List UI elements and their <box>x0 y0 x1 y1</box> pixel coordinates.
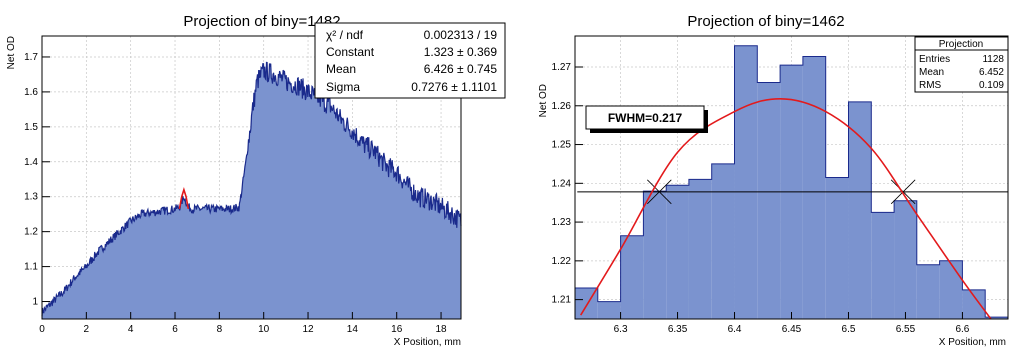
x-tick-label: 6.55 <box>896 324 916 335</box>
y-tick-label: 1.5 <box>24 122 38 133</box>
histogram-bar <box>962 289 986 319</box>
x-tick-label: 6.5 <box>842 324 856 335</box>
histogram-bar <box>916 264 940 319</box>
y-tick-label: 1.2 <box>24 227 38 238</box>
chart-right: Projection of biny=1462 6.3 6.35 6.4 6.45 6.… <box>538 13 1009 348</box>
x-tick-label: 6.6 <box>955 324 969 335</box>
histogram-bar <box>848 101 872 319</box>
y-tick-label: 1.23 <box>552 217 572 228</box>
x-tick-label: 6.35 <box>668 324 688 335</box>
stats-row-value: 0.109 <box>979 80 1004 91</box>
histogram-bar <box>825 177 849 319</box>
stats-row-value: 6.452 <box>979 67 1004 78</box>
y-tick-label: 1.4 <box>24 157 38 168</box>
chart-left-title: Projection of biny=1482 <box>183 13 340 30</box>
stats-row-value: 1.323 ± 0.369 <box>424 45 498 59</box>
fwhm-label: FWHM=0.217 <box>608 111 683 125</box>
x-tick-label: 18 <box>435 324 447 335</box>
y-tick-label: 1.7 <box>24 52 38 63</box>
histogram-bar <box>734 45 758 320</box>
chart-left: Projection of biny=1482 0 2 4 6 8 10 12 14 16 18 1… <box>6 13 506 348</box>
y-tick-label: 1.21 <box>552 295 572 306</box>
stats-row-label: χ² / ndf <box>326 28 364 42</box>
x-tick-label: 8 <box>217 324 223 335</box>
chart-left-xlabel: X Position, mm <box>394 337 461 348</box>
x-tick-label: 6.45 <box>782 324 802 335</box>
x-tick-label: 14 <box>347 324 359 335</box>
y-tick-label: 1.22 <box>552 256 572 267</box>
stats-row-label: Mean <box>919 67 944 78</box>
histogram-bar <box>666 185 689 319</box>
histogram-bar <box>894 200 917 319</box>
stats-row-label: Mean <box>326 62 356 76</box>
x-tick-label: 4 <box>128 324 134 335</box>
histogram-bar <box>597 301 621 319</box>
stats-row-value: 0.7276 ± 1.1101 <box>411 80 497 94</box>
chart-right-histogram-outline <box>574 45 1009 319</box>
y-tick-label: 1.3 <box>24 192 38 203</box>
stats-row-value: 6.426 ± 0.745 <box>424 62 498 76</box>
histogram-bar <box>688 179 712 319</box>
x-tick-label: 0 <box>39 324 45 335</box>
x-tick-label: 6 <box>172 324 178 335</box>
chart-right-fwhm-line <box>577 179 1008 205</box>
chart-right-fit-curve <box>580 97 992 320</box>
y-tick-label: 1.24 <box>552 178 572 189</box>
chart-left-area <box>42 62 461 320</box>
chart-left-frame <box>41 35 462 320</box>
chart-right-ylabel: Net OD <box>538 84 549 117</box>
chart-left-ylabel: Net OD <box>6 36 17 69</box>
chart-right-stats-box: Projection Entries 1128 Mean 6.452 RMS 0… <box>914 36 1009 93</box>
chart-right-xlabel: X Position, mm <box>939 337 1006 348</box>
histogram-bar <box>643 191 667 319</box>
stats-row-label: Constant <box>326 45 375 59</box>
histogram-bar <box>939 260 963 319</box>
chart-left-fit-curve <box>178 187 190 210</box>
chart-left-line <box>41 61 462 317</box>
fwhm-marker <box>647 179 672 205</box>
x-tick-label: 10 <box>258 324 270 335</box>
stats-row-label: RMS <box>919 80 942 91</box>
y-tick-label: 1.26 <box>552 101 572 112</box>
chart-left-stats-box: χ² / ndf 0.002313 / 19 Constant 1.323 ± … <box>314 22 506 99</box>
y-tick-label: 1.1 <box>24 262 38 273</box>
stats-row-label: Sigma <box>326 80 360 94</box>
x-tick-label: 12 <box>302 324 314 335</box>
stats-row-label: Entries <box>919 54 950 65</box>
x-tick-label: 6.3 <box>614 324 628 335</box>
histogram-bar <box>711 163 735 319</box>
fwhm-marker <box>890 179 916 205</box>
histogram-bar <box>620 235 644 319</box>
stats-row-value: 0.002313 / 19 <box>424 28 498 42</box>
chart-left-ticks: 0 2 4 6 8 10 12 14 16 18 1 1.1 1.2 1.3 1.4 1.5 1.6 1.7 <box>24 52 447 335</box>
x-tick-label: 16 <box>391 324 403 335</box>
chart-right-title: Projection of biny=1462 <box>687 13 844 30</box>
histogram-bar <box>802 56 826 320</box>
y-tick-label: 1.27 <box>552 62 572 73</box>
x-tick-label: 2 <box>84 324 90 335</box>
y-tick-label: 1.25 <box>552 140 572 151</box>
y-tick-label: 1.6 <box>24 87 38 98</box>
histogram-bar <box>871 212 895 319</box>
chart-right-ticks: 6.3 6.35 6.4 6.45 6.5 6.55 6.6 1.21 1.22 1.23 1.24… <box>552 62 970 335</box>
histogram-bar <box>985 317 1008 319</box>
histogram-bar <box>757 82 781 320</box>
stats-title: Projection <box>939 39 983 50</box>
y-tick-label: 1 <box>32 297 38 308</box>
stats-row-value: 1128 <box>982 54 1004 65</box>
fwhm-label-box: FWHM=0.217 <box>585 105 708 133</box>
x-tick-label: 6.4 <box>728 324 742 335</box>
